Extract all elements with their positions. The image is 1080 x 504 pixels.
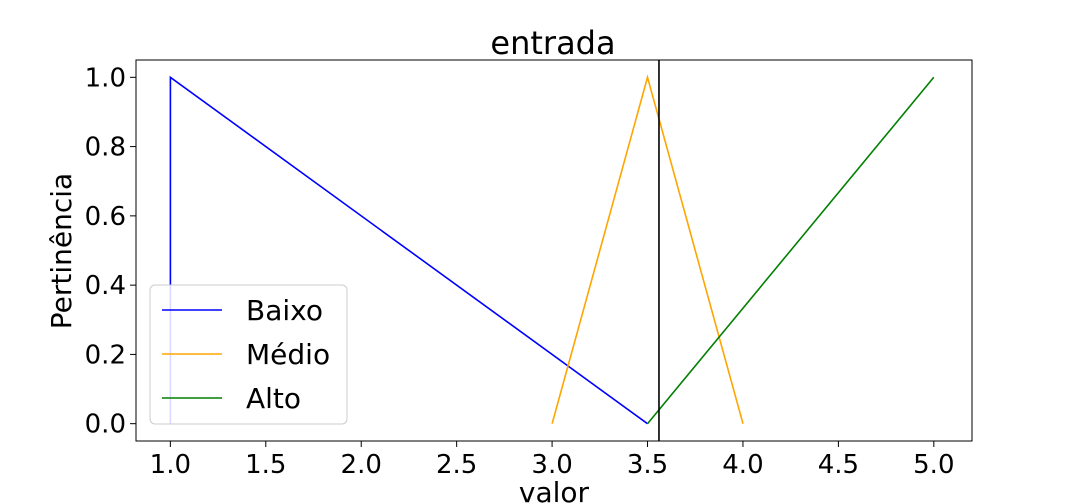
x-tick-label: 2.0 (341, 450, 382, 480)
x-tick-label: 3.0 (531, 450, 572, 480)
series-line-médio (551, 74, 744, 424)
legend-label-médio: Médio (246, 338, 330, 371)
legend-label-alto: Alto (246, 382, 301, 415)
y-tick-label: 0.4 (85, 271, 126, 301)
y-axis: 0.0 0.2 0.4 0.6 0.8 1.0 (85, 63, 136, 440)
x-tick-label: 3.5 (627, 450, 668, 480)
legend-label-baixo: Baixo (246, 294, 323, 327)
legend: Baixo Médio Alto (149, 284, 348, 425)
x-tick-label: 1.0 (150, 450, 191, 480)
series-line-alto (646, 76, 935, 425)
x-axis: 1.0 1.5 2.0 2.5 3.0 3.5 4.0 4.5 5.0 (150, 441, 955, 480)
plot-area (135, 59, 973, 442)
x-axis-label: valor (519, 476, 590, 504)
y-tick-label: 0.2 (85, 340, 126, 370)
x-tick-label: 5.0 (913, 450, 954, 480)
x-tick-label: 4.0 (722, 450, 763, 480)
x-tick-label: 2.5 (436, 450, 477, 480)
y-axis-label: Pertinência (45, 173, 78, 329)
x-tick-label: 1.5 (245, 450, 286, 480)
y-tick-label: 0.0 (85, 410, 126, 440)
plot-frame (135, 59, 973, 442)
legend-box (149, 284, 348, 425)
x-tick-label: 4.5 (818, 450, 859, 480)
y-tick-label: 1.0 (85, 63, 126, 93)
y-tick-label: 0.6 (85, 202, 126, 232)
chart-title: entrada (490, 24, 615, 62)
y-tick-label: 0.8 (85, 133, 126, 163)
